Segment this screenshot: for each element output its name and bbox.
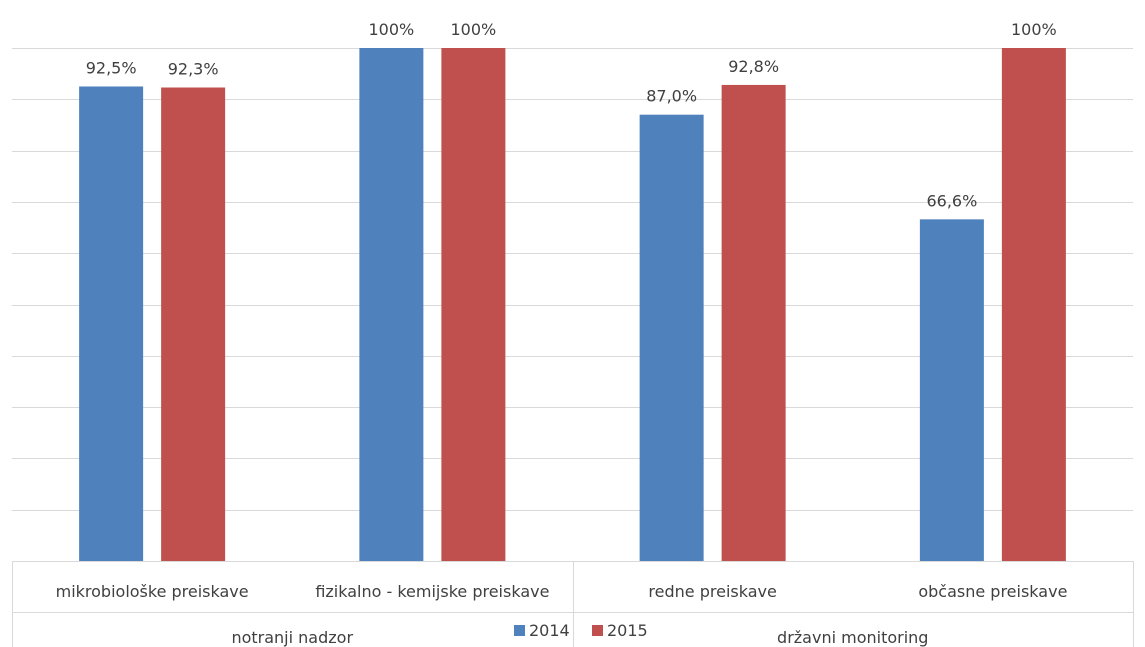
data-label: 92,5% bbox=[86, 58, 137, 77]
data-label: 100% bbox=[1011, 20, 1057, 39]
data-label: 87,0% bbox=[646, 87, 697, 106]
group-label: državni monitoring bbox=[777, 628, 928, 647]
legend-label-2014: 2014 bbox=[529, 621, 570, 640]
bar-2014-2 bbox=[359, 48, 424, 561]
bar-2014-1 bbox=[79, 86, 144, 561]
legend: 2014 2015 bbox=[514, 621, 648, 640]
bar-2015-2 bbox=[441, 48, 506, 561]
category-label: fizikalno - kemijske preiskave bbox=[315, 582, 549, 601]
bars bbox=[79, 48, 1066, 562]
bar-2015-4 bbox=[1001, 48, 1066, 561]
category-label: redne preiskave bbox=[648, 582, 776, 601]
bar-2015-1 bbox=[161, 87, 226, 561]
bar-2015-3 bbox=[721, 84, 786, 561]
category-label: mikrobiološke preiskave bbox=[56, 582, 249, 601]
data-label: 92,3% bbox=[168, 60, 219, 79]
category-axis: mikrobiološke preiskave fizikalno - kemij… bbox=[12, 561, 1134, 647]
legend-swatch-2015 bbox=[592, 625, 603, 636]
bar-2014-3 bbox=[639, 114, 704, 561]
category-label: občasne preiskave bbox=[918, 582, 1067, 601]
data-label: 92,8% bbox=[728, 57, 779, 76]
legend-label-2015: 2015 bbox=[607, 621, 648, 640]
legend-swatch-2014 bbox=[514, 625, 525, 636]
data-labels: 92,5% 92,3% 100% 100% 87,0% 92,8% 66,6% 100% bbox=[86, 20, 1057, 210]
data-label: 100% bbox=[369, 20, 415, 39]
data-label: 66,6% bbox=[926, 191, 977, 210]
group-label: notranji nadzor bbox=[231, 628, 353, 647]
bar-2014-4 bbox=[919, 219, 984, 562]
data-label: 100% bbox=[451, 20, 497, 39]
